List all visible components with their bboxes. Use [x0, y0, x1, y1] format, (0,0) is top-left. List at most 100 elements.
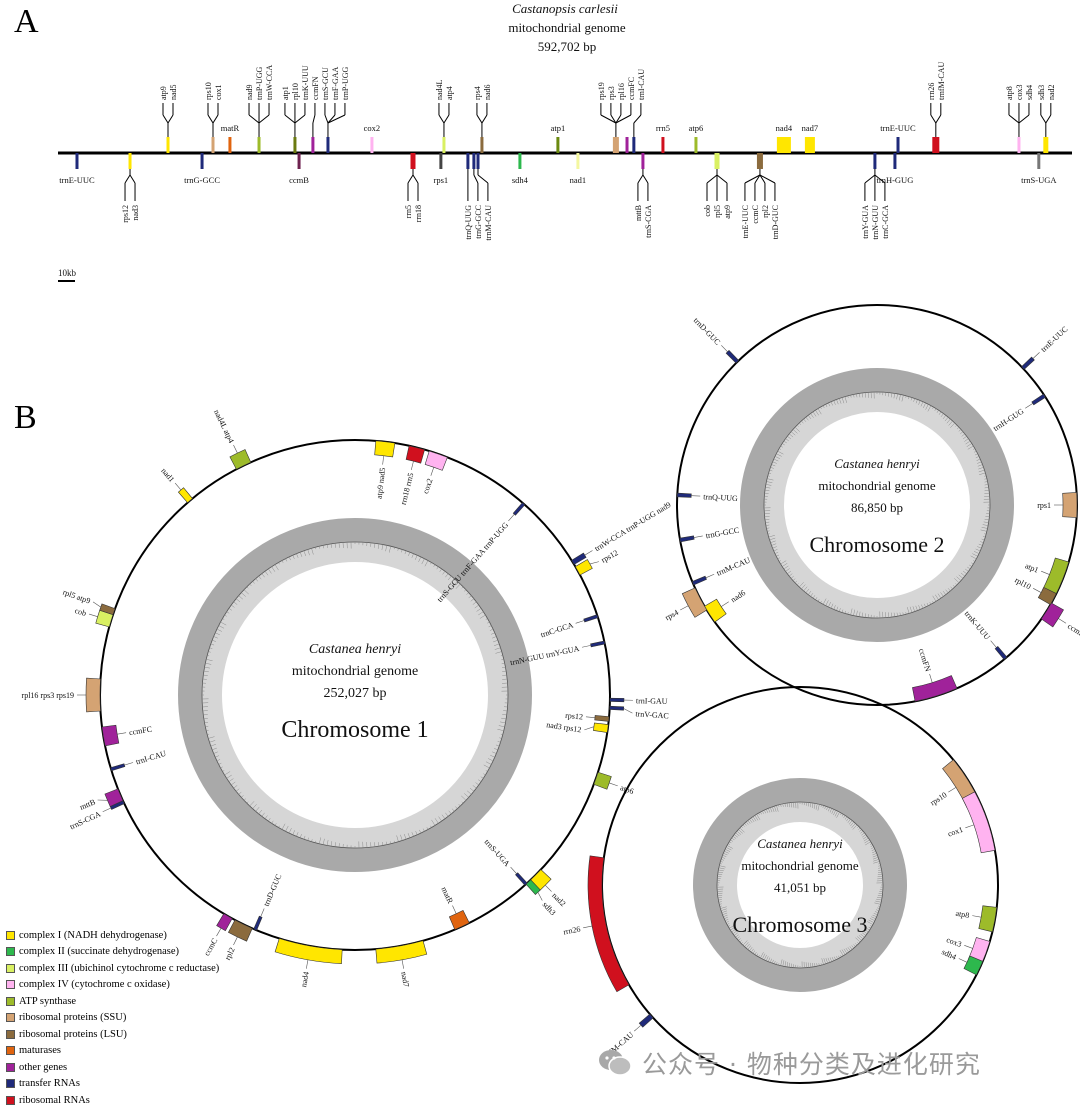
- chromosome-name: Chromosome 1: [281, 717, 428, 743]
- legend-swatch: [6, 1096, 15, 1105]
- leader-line: [936, 115, 941, 123]
- gene-label: rps4: [473, 86, 482, 100]
- gene-label: rpl2: [223, 946, 237, 962]
- gene-block: [480, 137, 483, 153]
- gene-label: rrn18 rrn5: [399, 472, 416, 506]
- gene-label: rrn5: [404, 205, 413, 218]
- legend-label: complex I (NADH dehydrogenase): [19, 930, 167, 941]
- leader-line: [865, 175, 875, 183]
- leader-line: [694, 536, 703, 538]
- gene-label: trnD-GUC: [262, 873, 284, 908]
- gene-label: atp1: [1024, 561, 1040, 575]
- gene-label: nad1: [570, 175, 587, 185]
- leader-line: [313, 115, 315, 123]
- gene-label: sdh4: [940, 947, 958, 962]
- gene-label: trnE-UUC: [741, 205, 750, 238]
- chromosome-size: 86,850 bp: [851, 500, 903, 515]
- legend-swatch: [6, 980, 15, 989]
- gene-label: rrn26: [562, 924, 581, 936]
- legend-label: transfer RNAs: [19, 1078, 80, 1089]
- gene-label: ccmB: [289, 175, 309, 185]
- leader-line: [93, 602, 101, 607]
- gene-block: [466, 153, 469, 169]
- gene-block: [178, 488, 192, 503]
- leader-line: [163, 115, 168, 123]
- gene-block: [873, 153, 876, 169]
- legend-item: complex I (NADH dehydrogenase): [6, 927, 219, 944]
- gene-block: [661, 137, 664, 153]
- leader-line: [582, 645, 591, 647]
- leader-line: [285, 115, 295, 123]
- gene-label: cox2: [421, 477, 435, 495]
- leader-line: [538, 892, 542, 900]
- leader-line: [431, 467, 434, 476]
- legend-swatch: [6, 1063, 15, 1072]
- watermark-text: 公众号 · 物种分类及进化研究: [642, 1045, 981, 1081]
- leader-line: [634, 115, 641, 123]
- gene-label: rrn26: [927, 83, 936, 100]
- gene-label: sdh3: [541, 900, 558, 917]
- leader-line: [931, 115, 936, 123]
- leader-line: [452, 906, 456, 914]
- leader-line: [233, 445, 237, 453]
- leader-line: [124, 763, 133, 766]
- gene-block: [1063, 492, 1077, 517]
- gene-block: [626, 137, 629, 153]
- leader-line: [948, 787, 956, 792]
- legend-label: other genes: [19, 1062, 67, 1073]
- gene-label: trnC-GCA: [539, 620, 574, 639]
- gene-label: sdh4: [1025, 85, 1034, 100]
- gene-label: trnQ-UUG: [464, 205, 473, 240]
- leader-line: [508, 514, 514, 521]
- leader-line: [585, 550, 593, 555]
- gene-label: rps12: [600, 548, 620, 564]
- gene-label: nad3 rps12: [546, 720, 582, 734]
- panel-a-letter: A: [14, 3, 39, 40]
- gene-label: trnW-CCA: [265, 65, 274, 100]
- gene-label: trnH-GUG: [877, 175, 914, 185]
- gene-label: rps3: [607, 86, 616, 100]
- legend-item: other genes: [6, 1059, 219, 1076]
- legend-swatch: [6, 997, 15, 1006]
- gene-label: cox3: [945, 935, 963, 949]
- gene-label: atp1: [551, 123, 566, 133]
- gene-label: cob: [703, 205, 712, 217]
- leader-line: [706, 574, 714, 578]
- panel-a-size: 592,702 bp: [538, 39, 597, 54]
- legend-item: complex IV (cytochrome c oxidase): [6, 977, 219, 994]
- gene-label: nad4: [776, 123, 793, 133]
- gene-label: nad4L: [435, 79, 444, 100]
- gene-label: nad6: [729, 588, 747, 604]
- gene-label: rps12: [121, 205, 130, 223]
- legend-label: ribosomal RNAs: [19, 1095, 90, 1106]
- gene-label: trnI-CAU: [135, 749, 168, 767]
- gene-label: sdh3: [1037, 85, 1046, 100]
- gene-label: cox1: [947, 825, 965, 839]
- gene-label: rpl5: [713, 205, 722, 218]
- gene-block: [1043, 137, 1048, 153]
- gene-block: [715, 153, 720, 169]
- leader-line: [545, 885, 551, 891]
- leader-line: [586, 717, 595, 718]
- gene-label: trnM-CAU: [715, 555, 751, 577]
- gene-label: atp8: [1005, 86, 1014, 100]
- chromosome-species: Castanea henryi: [834, 456, 920, 471]
- gene-label: cox2: [364, 123, 381, 133]
- leader-line: [413, 175, 418, 183]
- panel-b-letter: B: [14, 399, 37, 436]
- legend-label: complex IV (cytochrome c oxidase): [19, 979, 170, 990]
- gene-block: [593, 723, 608, 733]
- gene-label: nad5: [169, 84, 178, 100]
- legend-item: complex III (ubichinol cytochrome c redu…: [6, 960, 219, 977]
- leader-line: [439, 115, 444, 123]
- gene-label: nad6: [483, 84, 492, 100]
- gene-block: [556, 137, 559, 153]
- leader-line: [103, 808, 111, 812]
- gene-label: atp1: [281, 86, 290, 100]
- gene-block: [694, 137, 697, 153]
- leader-line: [1025, 403, 1033, 408]
- gene-label: trnS-UGA: [483, 837, 512, 868]
- gene-block: [893, 153, 896, 169]
- legend-label: ribosomal proteins (LSU): [19, 1029, 127, 1040]
